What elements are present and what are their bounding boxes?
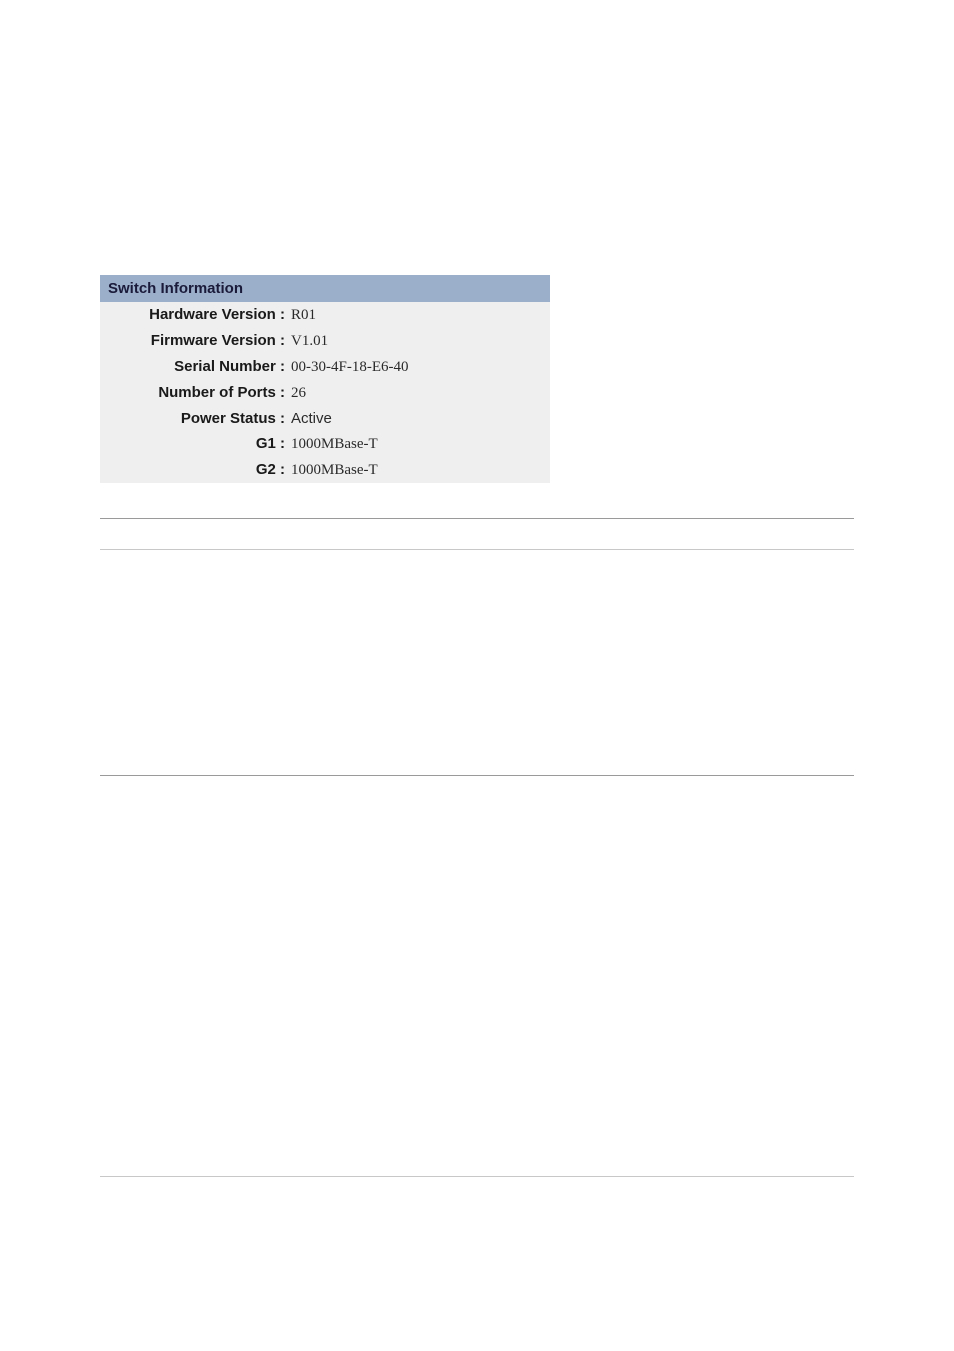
g1-value: 1000MBase-T <box>291 436 378 453</box>
g2-label: G2 : <box>100 461 291 478</box>
number-of-ports-value: 26 <box>291 385 306 402</box>
power-status-label: Power Status : <box>100 410 291 427</box>
firmware-version-label: Firmware Version : <box>100 332 291 349</box>
g2-value: 1000MBase-T <box>291 462 378 479</box>
serial-number-label: Serial Number : <box>100 358 291 375</box>
power-status-value: Active <box>291 410 332 427</box>
info-row: Hardware Version : R01 <box>100 302 550 328</box>
info-row: G1 : 1000MBase-T <box>100 431 550 457</box>
info-row: G2 : 1000MBase-T <box>100 457 550 483</box>
separator-2 <box>100 549 854 550</box>
g1-label: G1 : <box>100 435 291 452</box>
info-row: Power Status : Active <box>100 406 550 431</box>
switch-information-header: Switch Information <box>100 275 550 302</box>
separator-3 <box>100 775 854 776</box>
number-of-ports-label: Number of Ports : <box>100 384 291 401</box>
info-row: Serial Number : 00-30-4F-18-E6-40 <box>100 354 550 380</box>
hardware-version-label: Hardware Version : <box>100 306 291 323</box>
separator-4 <box>100 1176 854 1177</box>
switch-information-panel: Switch Information Hardware Version : R0… <box>100 275 550 483</box>
serial-number-value: 00-30-4F-18-E6-40 <box>291 359 408 376</box>
info-row: Number of Ports : 26 <box>100 380 550 406</box>
page-container: Switch Information Hardware Version : R0… <box>0 0 954 1285</box>
hardware-version-value: R01 <box>291 307 316 324</box>
firmware-version-value: V1.01 <box>291 333 328 350</box>
separator-1 <box>100 518 854 519</box>
info-row: Firmware Version : V1.01 <box>100 328 550 354</box>
